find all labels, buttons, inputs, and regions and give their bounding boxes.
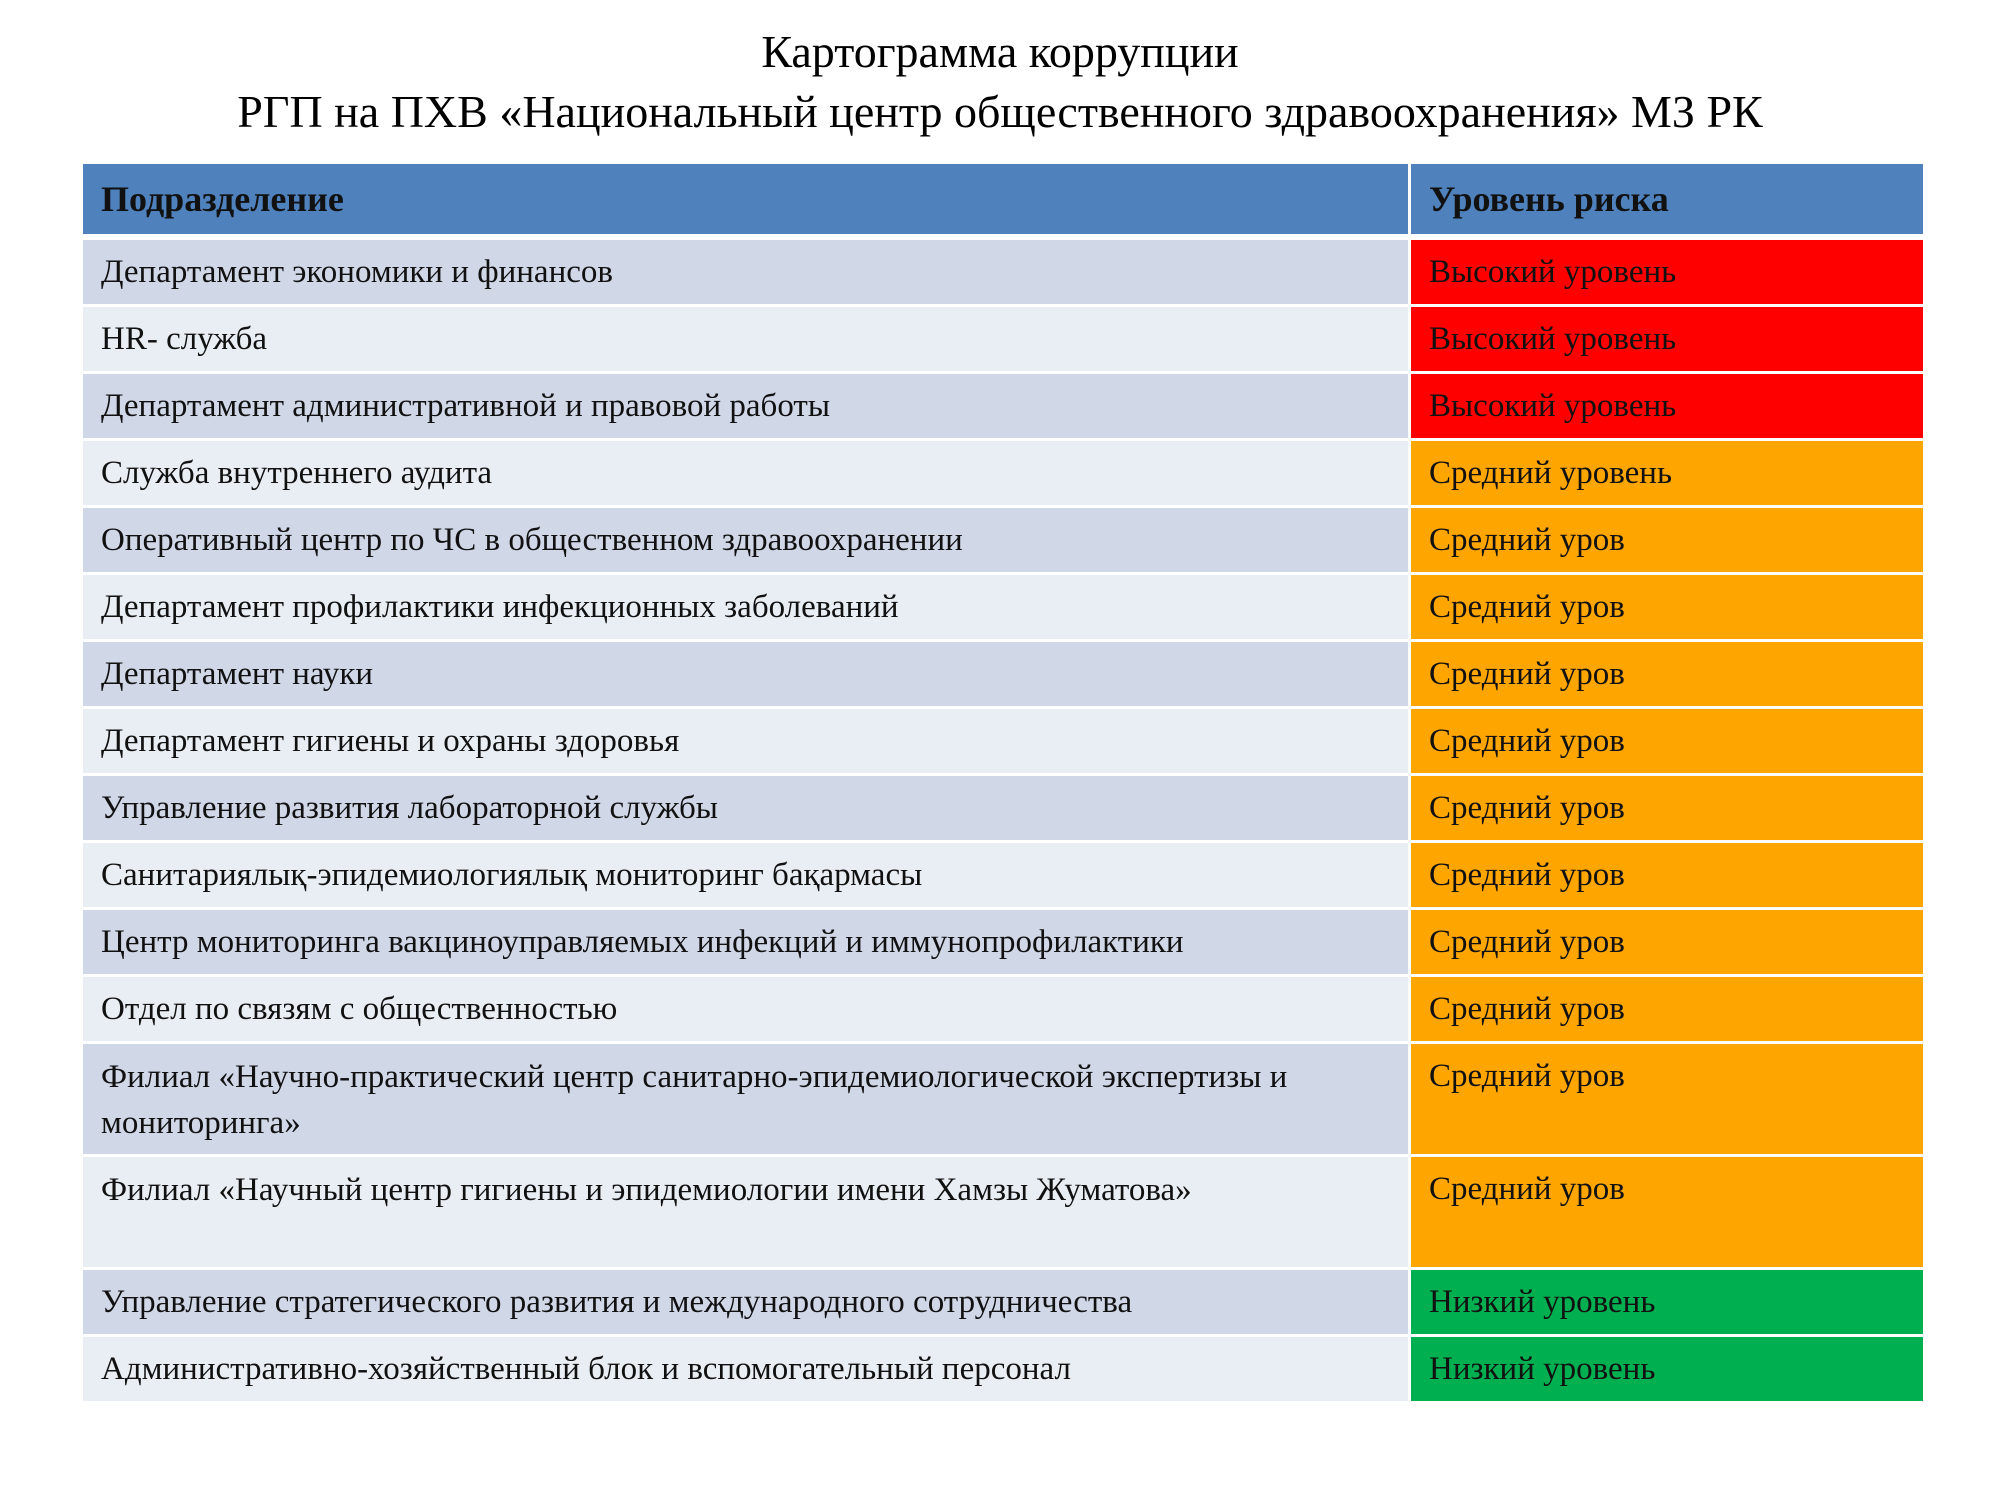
risk-level-cell: Средний уров: [1411, 1157, 1923, 1267]
table-row: HR- служба Высокий уровень: [83, 307, 1923, 371]
risk-level-cell: Средний уров: [1411, 642, 1923, 706]
table-row: Департамент административной и правовой …: [83, 374, 1923, 438]
risk-level-cell: Средний уров: [1411, 977, 1923, 1041]
unit-cell: Департамент административной и правовой …: [83, 374, 1408, 438]
header-unit: Подразделение: [83, 164, 1408, 234]
unit-cell: Филиал «Научный центр гигиены и эпидемио…: [83, 1157, 1408, 1267]
risk-level-cell: Средний уровень: [1411, 441, 1923, 505]
table-row: Оперативный центр по ЧС в общественном з…: [83, 508, 1923, 572]
table-row: Департамент гигиены и охраны здоровья Сре…: [83, 709, 1923, 773]
page-subtitle: РГП на ПХВ «Национальный центр обществен…: [237, 86, 1763, 137]
table-row: Административно-хозяйственный блок и всп…: [83, 1337, 1923, 1401]
risk-level-cell: Средний уров: [1411, 843, 1923, 907]
table-header-row: Подразделение Уровень риска: [83, 164, 1923, 234]
unit-cell: Служба внутреннего аудита: [83, 441, 1408, 505]
header-risk-level: Уровень риска: [1411, 164, 1923, 234]
risk-level-cell: Высокий уровень: [1411, 307, 1923, 371]
risk-table: Подразделение Уровень риска Департамент …: [83, 164, 1923, 1401]
unit-cell: Центр мониторинга вакциноуправляемых инф…: [83, 910, 1408, 974]
unit-cell: Управление стратегического развития и ме…: [83, 1270, 1408, 1334]
table-row: Филиал «Научно-практический центр санита…: [83, 1044, 1923, 1154]
unit-cell: Управление развития лабораторной службы: [83, 776, 1408, 840]
risk-level-cell: Средний уров: [1411, 776, 1923, 840]
unit-cell: Санитариялық-эпидемиологиялық мониторинг…: [83, 843, 1408, 907]
unit-cell: Отдел по связям с общественностью: [83, 977, 1408, 1041]
risk-level-cell: Низкий уровень: [1411, 1337, 1923, 1401]
unit-cell: HR- служба: [83, 307, 1408, 371]
risk-level-cell: Высокий уровень: [1411, 240, 1923, 304]
risk-level-cell: Низкий уровень: [1411, 1270, 1923, 1334]
unit-cell: Оперативный центр по ЧС в общественном з…: [83, 508, 1408, 572]
unit-cell: Административно-хозяйственный блок и всп…: [83, 1337, 1408, 1401]
table-row: Департамент профилактики инфекционных за…: [83, 575, 1923, 639]
table-row: Департамент науки Средний уров: [83, 642, 1923, 706]
table-row: Служба внутреннего аудита Средний уровень: [83, 441, 1923, 505]
unit-cell: Департамент профилактики инфекционных за…: [83, 575, 1408, 639]
unit-cell: Департамент экономики и финансов: [83, 240, 1408, 304]
risk-level-cell: Средний уров: [1411, 508, 1923, 572]
risk-level-cell: Средний уров: [1411, 1044, 1923, 1154]
table-row: Управление развития лабораторной службы С…: [83, 776, 1923, 840]
risk-level-cell: Средний уров: [1411, 709, 1923, 773]
table-row: Санитариялық-эпидемиологиялық мониторинг…: [83, 843, 1923, 907]
table-row: Центр мониторинга вакциноуправляемых инф…: [83, 910, 1923, 974]
risk-level-cell: Средний уров: [1411, 910, 1923, 974]
unit-cell: Департамент науки: [83, 642, 1408, 706]
risk-level-cell: Высокий уровень: [1411, 374, 1923, 438]
table-row: Департамент экономики и финансов Высокий …: [83, 240, 1923, 304]
unit-cell: Филиал «Научно-практический центр санита…: [83, 1044, 1408, 1154]
table-row: Управление стратегического развития и ме…: [83, 1270, 1923, 1334]
table-row: Отдел по связям с общественностью Средний…: [83, 977, 1923, 1041]
risk-level-cell: Средний уров: [1411, 575, 1923, 639]
page-title: Картограмма коррупции: [761, 26, 1239, 77]
unit-cell: Департамент гигиены и охраны здоровья: [83, 709, 1408, 773]
table-row: Филиал «Научный центр гигиены и эпидемио…: [83, 1157, 1923, 1267]
